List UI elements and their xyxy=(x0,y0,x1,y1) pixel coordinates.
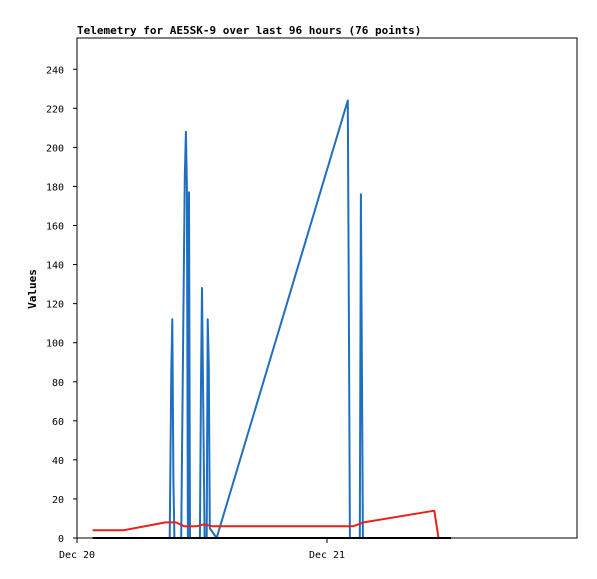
series-layer xyxy=(92,99,451,539)
x-tick-label: Dec 20 xyxy=(59,550,95,561)
series-line-2 xyxy=(92,509,440,539)
y-tick-label: 100 xyxy=(46,339,64,350)
y-tick-label: 200 xyxy=(46,143,64,154)
y-tick-label: 80 xyxy=(52,378,64,389)
y-tick-label: 120 xyxy=(46,300,64,311)
y-tick-label: 20 xyxy=(52,495,64,506)
y-tick-label: 40 xyxy=(52,456,64,467)
y-tick-label: 240 xyxy=(46,65,64,76)
y-tick-label: 140 xyxy=(46,261,64,272)
y-tick-label: 0 xyxy=(58,534,64,545)
x-axis: Dec 20 Dec 21 xyxy=(59,538,345,561)
y-tick-label: 180 xyxy=(46,182,64,193)
y-axis: 0 20 40 60 80 100 120 140 160 180 200 220 240 xyxy=(46,65,77,545)
chart-title: Telemetry for AE5SK-9 over last 96 hours… xyxy=(77,24,421,37)
y-tick-label: 60 xyxy=(52,417,64,428)
y-axis-label: Values xyxy=(26,269,39,309)
y-tick-label: 220 xyxy=(46,104,64,115)
x-tick-label: Dec 21 xyxy=(309,550,345,561)
plot-area xyxy=(76,37,578,539)
y-tick-label: 160 xyxy=(46,222,64,233)
